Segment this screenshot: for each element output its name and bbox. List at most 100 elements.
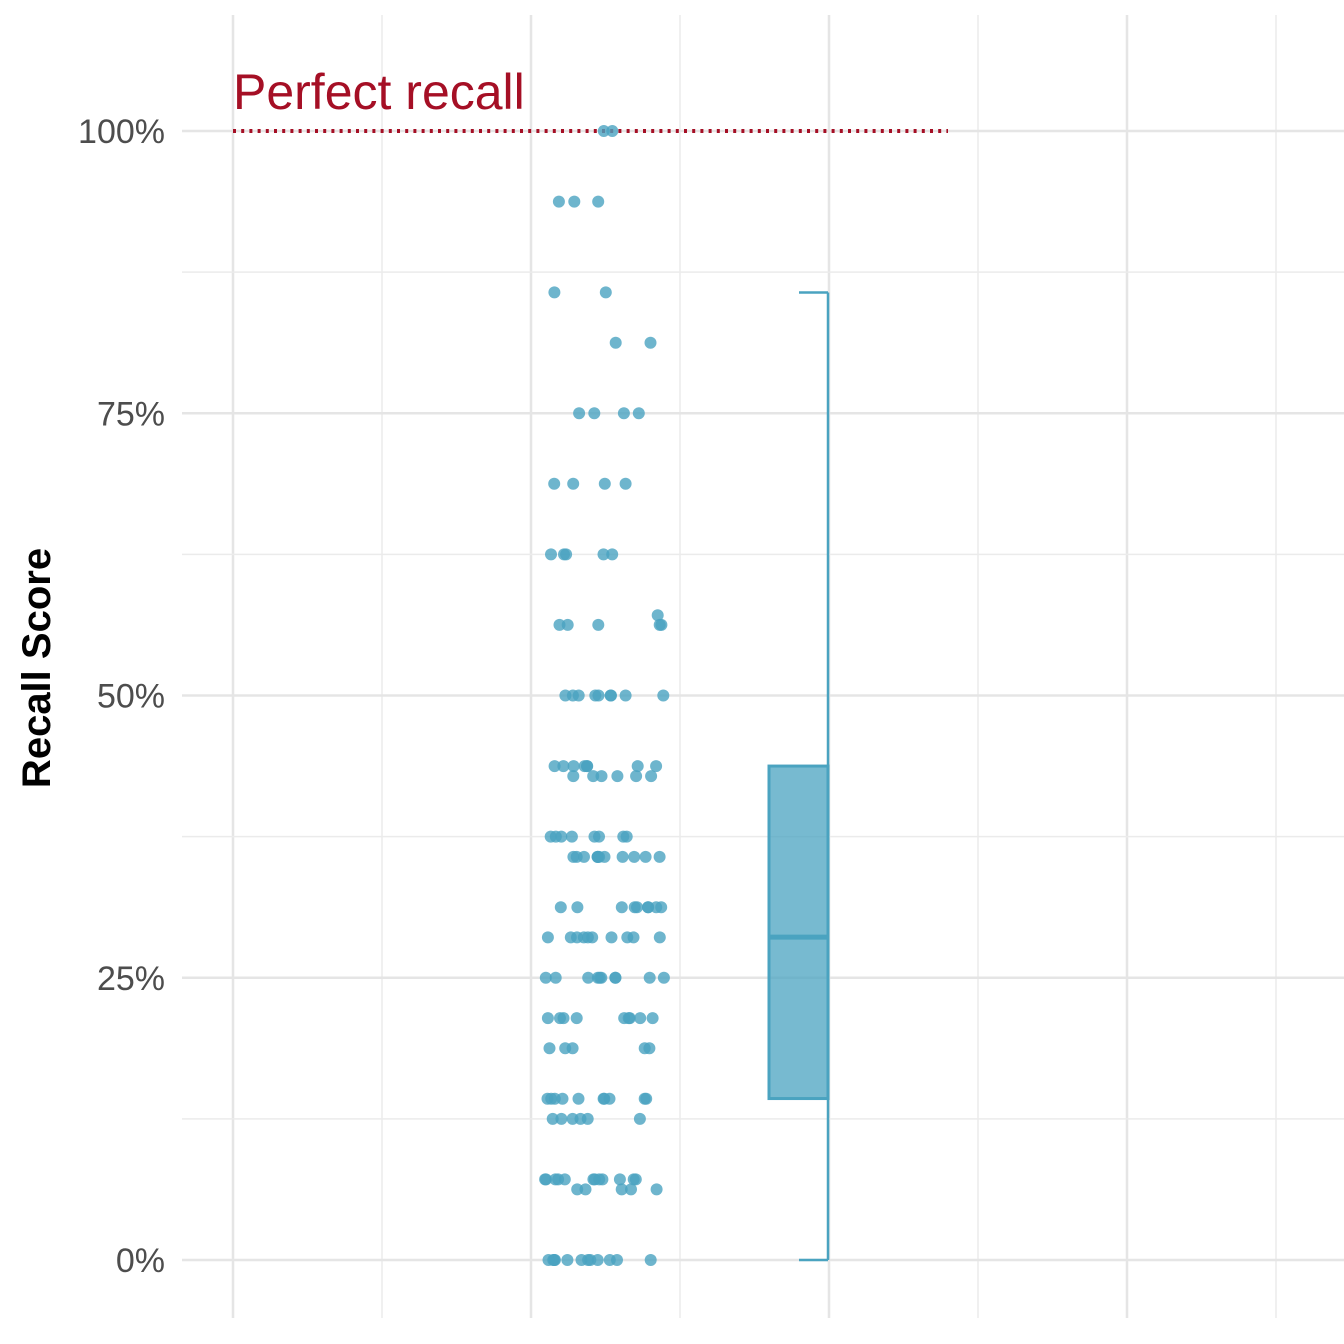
- data-point: [606, 548, 619, 561]
- data-point: [571, 1183, 584, 1196]
- data-point: [582, 971, 595, 984]
- data-point: [572, 1092, 585, 1105]
- data-point: [568, 195, 581, 208]
- data-point: [592, 618, 605, 631]
- data-point: [643, 971, 656, 984]
- data-point: [546, 1112, 559, 1125]
- data-point: [613, 1173, 626, 1186]
- data-point: [571, 901, 584, 914]
- data-point: [567, 477, 580, 490]
- data-point: [642, 901, 655, 914]
- data-point: [645, 770, 658, 783]
- data-point: [567, 850, 580, 863]
- data-point: [553, 618, 566, 631]
- data-point: [638, 1042, 651, 1055]
- data-point: [628, 901, 641, 914]
- data-point: [561, 1254, 574, 1266]
- data-point: [545, 548, 557, 561]
- data-point: [657, 689, 670, 702]
- data-point: [567, 760, 580, 773]
- data-point: [544, 830, 557, 843]
- data-point: [604, 689, 617, 702]
- data-point: [548, 286, 561, 299]
- data-point: [581, 760, 593, 773]
- boxplot: [767, 291, 830, 1262]
- data-point: [615, 901, 628, 914]
- data-point: [618, 1012, 631, 1025]
- data-point: [595, 971, 608, 984]
- data-point: [617, 407, 630, 420]
- data-point: [557, 760, 570, 773]
- data-point: [557, 1012, 570, 1025]
- data-point: [584, 1254, 597, 1266]
- data-point: [552, 195, 565, 208]
- data-point: [541, 1012, 554, 1025]
- data-point: [588, 407, 601, 420]
- data-point: [628, 850, 641, 863]
- data-point: [543, 1042, 556, 1055]
- data-point: [653, 850, 666, 863]
- box-iqr: [767, 764, 830, 1101]
- data-point: [639, 850, 652, 863]
- data-point: [630, 770, 643, 783]
- data-point: [609, 971, 622, 984]
- data-point: [548, 760, 561, 773]
- y-tick-label: 50%: [97, 678, 165, 716]
- data-point: [592, 689, 605, 702]
- data-point: [597, 548, 610, 561]
- data-point: [625, 1183, 637, 1196]
- data-point: [620, 830, 633, 843]
- data-point: [571, 931, 583, 944]
- data-point: [575, 1254, 588, 1266]
- data-point: [619, 689, 632, 702]
- data-point: [646, 1012, 659, 1025]
- jitter-points: [539, 125, 670, 1266]
- data-point: [597, 1092, 610, 1105]
- data-point: [599, 286, 612, 299]
- data-point: [592, 195, 605, 208]
- data-point: [595, 770, 608, 783]
- y-tick-label: 0%: [116, 1242, 165, 1280]
- y-tick-label: 75%: [97, 395, 165, 433]
- gridlines: [182, 15, 1344, 1318]
- data-point: [574, 1112, 587, 1125]
- data-point: [560, 548, 573, 561]
- data-point: [556, 1092, 569, 1105]
- data-point: [634, 1012, 647, 1025]
- data-point: [631, 760, 644, 773]
- data-point: [653, 618, 666, 631]
- data-point: [657, 971, 670, 984]
- data-point: [597, 125, 610, 137]
- data-point: [549, 971, 562, 984]
- data-point: [565, 830, 578, 843]
- data-point: [539, 971, 552, 984]
- data-point: [591, 850, 604, 863]
- data-point: [616, 850, 629, 863]
- data-point: [640, 1092, 653, 1105]
- data-point: [653, 931, 666, 944]
- data-point: [555, 1112, 568, 1125]
- y-tick-label: 25%: [97, 960, 165, 998]
- data-point: [611, 770, 624, 783]
- data-point: [627, 931, 640, 944]
- data-point: [559, 1042, 572, 1055]
- y-tick-labels: 0% 25% 50% 75% 100%: [78, 113, 165, 1280]
- data-point: [586, 931, 599, 944]
- data-point: [615, 1183, 628, 1196]
- data-point: [650, 1183, 663, 1196]
- data-point: [644, 336, 657, 349]
- data-point: [579, 1183, 592, 1196]
- data-point: [603, 1254, 616, 1266]
- data-point: [587, 770, 600, 783]
- data-point: [651, 609, 664, 622]
- data-point: [554, 901, 567, 914]
- data-point: [650, 760, 663, 773]
- data-point: [542, 1254, 555, 1266]
- data-point: [627, 1173, 640, 1186]
- reference-line-group: Perfect recall: [233, 64, 948, 133]
- data-point: [632, 407, 645, 420]
- data-point: [588, 830, 601, 843]
- data-point: [598, 477, 611, 490]
- data-point: [566, 689, 579, 702]
